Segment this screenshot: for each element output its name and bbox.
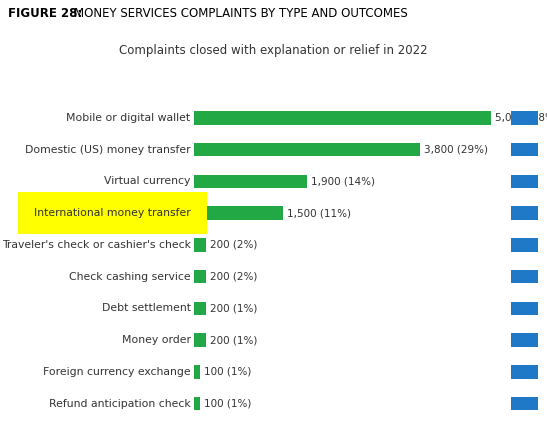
- Text: 200 (2%): 200 (2%): [210, 240, 257, 250]
- Bar: [194, 270, 206, 283]
- Bar: [194, 365, 200, 379]
- Bar: [511, 206, 538, 220]
- Text: 100 (1%): 100 (1%): [203, 399, 251, 409]
- Text: FIGURE 28:: FIGURE 28:: [8, 7, 83, 19]
- Text: 200 (1%): 200 (1%): [210, 303, 257, 313]
- Text: Virtual currency: Virtual currency: [104, 176, 190, 187]
- Text: Domestic (US) money transfer: Domestic (US) money transfer: [25, 145, 190, 155]
- Text: Complaints closed with explanation or relief in 2022: Complaints closed with explanation or re…: [119, 44, 428, 57]
- Bar: [194, 143, 420, 156]
- Text: 200 (2%): 200 (2%): [210, 272, 257, 282]
- Text: Foreign currency exchange: Foreign currency exchange: [43, 367, 190, 377]
- Bar: [511, 397, 538, 410]
- Bar: [194, 238, 206, 251]
- Bar: [194, 397, 200, 410]
- Text: Traveler's check or cashier's check: Traveler's check or cashier's check: [2, 240, 190, 250]
- Text: 100 (1%): 100 (1%): [203, 367, 251, 377]
- Bar: [511, 175, 538, 188]
- Text: 3,800 (29%): 3,800 (29%): [423, 145, 487, 155]
- Text: Check cashing service: Check cashing service: [69, 272, 190, 282]
- Bar: [194, 334, 206, 347]
- Text: 1,900 (14%): 1,900 (14%): [311, 176, 375, 187]
- Bar: [511, 334, 538, 347]
- Bar: [194, 302, 206, 315]
- Bar: [511, 270, 538, 283]
- Text: Debt settlement: Debt settlement: [102, 303, 190, 313]
- Bar: [194, 111, 491, 125]
- Text: Money order: Money order: [121, 335, 190, 345]
- Bar: [194, 206, 283, 220]
- Bar: [194, 175, 307, 188]
- Text: 5,000 (38%): 5,000 (38%): [495, 113, 547, 123]
- Text: 200 (1%): 200 (1%): [210, 335, 257, 345]
- Bar: [511, 302, 538, 315]
- Text: Refund anticipation check: Refund anticipation check: [49, 399, 190, 409]
- Text: 1,500 (11%): 1,500 (11%): [287, 208, 351, 218]
- Bar: [511, 111, 538, 125]
- Bar: [511, 238, 538, 251]
- Text: Mobile or digital wallet: Mobile or digital wallet: [67, 113, 190, 123]
- Text: MONEY SERVICES COMPLAINTS BY TYPE AND OUTCOMES: MONEY SERVICES COMPLAINTS BY TYPE AND OU…: [74, 7, 408, 19]
- Bar: [511, 365, 538, 379]
- Bar: [511, 143, 538, 156]
- Text: International money transfer: International money transfer: [34, 208, 190, 218]
